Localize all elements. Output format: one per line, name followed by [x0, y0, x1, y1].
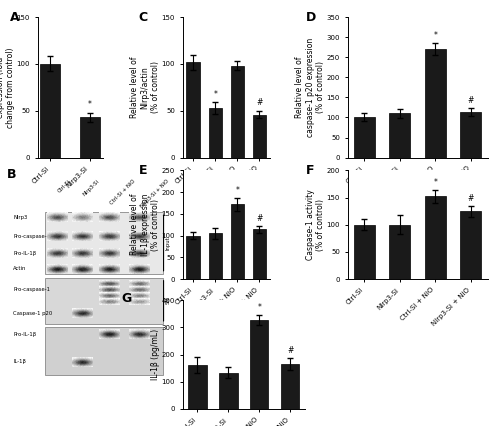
Y-axis label: Relative level of
Nlrp3/actin
(% of control): Relative level of Nlrp3/actin (% of cont…	[130, 57, 160, 118]
Text: Pro-IL-1β: Pro-IL-1β	[13, 251, 36, 256]
Bar	[230, 66, 244, 158]
Text: Nlrp3: Nlrp3	[13, 215, 28, 220]
Bar	[186, 236, 200, 279]
Text: Pro-caspase-1: Pro-caspase-1	[13, 234, 50, 239]
Y-axis label: IL-1β (pg/mL): IL-1β (pg/mL)	[151, 329, 160, 380]
Bar	[354, 225, 375, 279]
Text: Input: Input	[165, 236, 170, 250]
Bar	[389, 225, 410, 279]
Bar	[460, 112, 481, 158]
Bar	[253, 229, 266, 279]
Bar	[253, 115, 266, 158]
Text: #: #	[468, 96, 473, 105]
Text: #: #	[256, 214, 262, 223]
Bar	[250, 320, 268, 409]
Bar	[208, 233, 222, 279]
Text: Ctrl-Si + NiO: Ctrl-Si + NiO	[109, 178, 136, 206]
Bar	[424, 49, 446, 158]
Text: Caspase-1 p20: Caspase-1 p20	[13, 311, 52, 316]
Text: Ctrl-Si: Ctrl-Si	[57, 178, 72, 193]
Text: A: A	[10, 12, 20, 24]
Text: Actin: Actin	[13, 266, 26, 271]
Y-axis label: Relative level of
caspase-1 p20 expression
(% of control): Relative level of caspase-1 p20 expressi…	[295, 38, 325, 137]
Bar	[80, 117, 100, 158]
Text: *: *	[214, 90, 217, 99]
Text: *: *	[433, 178, 437, 187]
Text: G: G	[121, 292, 132, 305]
Y-axis label: Nlrp3 mRNA
expression (fold
change from control): Nlrp3 mRNA expression (fold change from …	[0, 47, 15, 127]
Bar	[186, 62, 200, 158]
Bar	[354, 118, 375, 158]
Bar	[424, 196, 446, 279]
Text: C: C	[139, 12, 148, 24]
Bar	[44, 212, 163, 274]
Text: Nlrp3-Si: Nlrp3-Si	[82, 178, 101, 197]
Text: Nlrp3-Si + NiO: Nlrp3-Si + NiO	[139, 178, 170, 209]
Text: *: *	[88, 100, 92, 109]
Text: #: #	[256, 98, 262, 107]
Bar	[44, 328, 163, 375]
Text: IL-1β: IL-1β	[13, 359, 26, 364]
Bar	[188, 365, 206, 409]
Text: B: B	[7, 168, 16, 181]
Text: Pro-IL-1β: Pro-IL-1β	[13, 332, 36, 337]
Text: *: *	[433, 31, 437, 40]
Bar	[44, 278, 163, 324]
Bar	[460, 211, 481, 279]
Bar	[281, 364, 299, 409]
Bar	[389, 113, 410, 158]
Text: SN: SN	[165, 297, 170, 305]
Text: F: F	[306, 164, 314, 177]
Y-axis label: Caspase-1 activity
(% of control): Caspase-1 activity (% of control)	[306, 189, 325, 260]
Text: #: #	[468, 194, 473, 203]
Bar	[219, 373, 238, 409]
Text: *: *	[236, 186, 239, 195]
Text: #: #	[287, 346, 294, 355]
Text: E: E	[139, 164, 147, 177]
Bar	[208, 108, 222, 158]
Text: Pro-caspase-1: Pro-caspase-1	[13, 287, 50, 292]
Bar	[230, 204, 244, 279]
Y-axis label: Relative level of
IL-1β expression
(% of control): Relative level of IL-1β expression (% of…	[130, 193, 160, 256]
Text: D: D	[306, 12, 316, 24]
Bar	[40, 64, 60, 158]
Text: *: *	[258, 303, 261, 312]
